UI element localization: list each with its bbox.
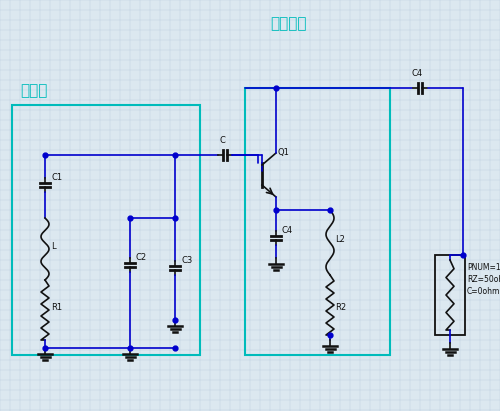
Bar xyxy=(435,255,465,335)
Text: 谐振器: 谐振器 xyxy=(20,83,48,98)
Bar xyxy=(245,88,390,355)
Text: C3: C3 xyxy=(181,256,192,265)
Text: Q1: Q1 xyxy=(278,148,290,157)
Text: C2: C2 xyxy=(136,253,147,262)
Text: L2: L2 xyxy=(335,235,345,244)
Text: C4: C4 xyxy=(282,226,293,235)
Text: RZ=50ohm: RZ=50ohm xyxy=(467,275,500,284)
Text: R2: R2 xyxy=(335,303,346,312)
Text: 负阻电路: 负阻电路 xyxy=(270,16,306,31)
Text: C1: C1 xyxy=(52,173,63,182)
Text: C4: C4 xyxy=(412,69,423,78)
Bar xyxy=(12,105,200,355)
Text: L: L xyxy=(51,242,56,251)
Text: R1: R1 xyxy=(51,303,62,312)
Text: C=0ohm: C=0ohm xyxy=(467,287,500,296)
Text: PNUM=1: PNUM=1 xyxy=(467,263,500,272)
Text: C: C xyxy=(220,136,226,145)
